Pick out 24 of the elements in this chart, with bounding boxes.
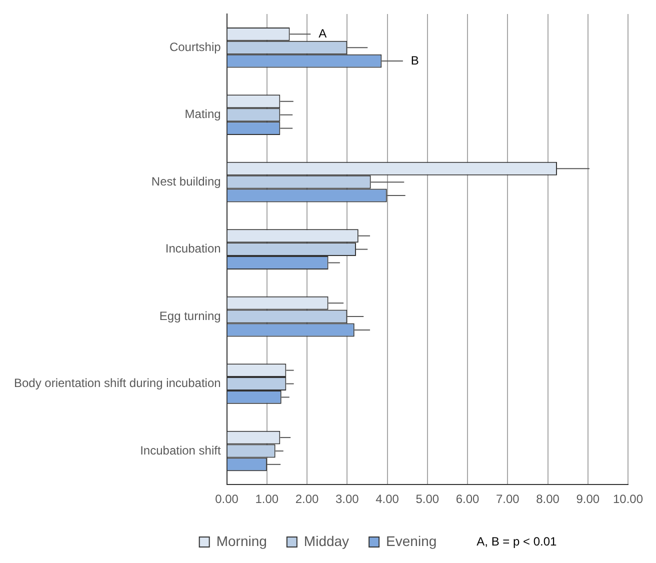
y-tick-label: Courtship (169, 40, 222, 54)
x-tick-label: 0.00 (215, 492, 239, 506)
x-tick-label: 1.00 (255, 492, 279, 506)
x-tick-label: 3.00 (335, 492, 360, 506)
y-tick-label: Egg turning (159, 308, 221, 323)
legend-label: Morning (216, 532, 267, 549)
x-tick-label: 2.00 (295, 492, 320, 506)
y-tick-label: Mating (184, 107, 221, 122)
legend-label: Evening (386, 532, 437, 549)
x-tick-label: 9.00 (576, 492, 600, 506)
y-tick-label: Nest building (151, 174, 221, 188)
x-tick-label: 6.00 (456, 492, 480, 506)
y-tick-label: Incubation shift (140, 443, 222, 458)
y-tick-label: Incubation (165, 242, 221, 256)
x-tick-label: 5.00 (416, 492, 440, 506)
x-tick-label: 8.00 (536, 492, 560, 506)
x-tick-label: 7.00 (496, 492, 520, 506)
y-tick-label: Body orientation shift during incubation (14, 376, 221, 390)
annotation: B (410, 53, 419, 68)
x-tick-label: 10.00 (612, 492, 644, 506)
text: A, B = p < 0.01 (476, 534, 558, 548)
annotation: A (318, 26, 327, 40)
legend-label: Midday (304, 532, 350, 549)
x-tick-label: 4.00 (376, 492, 400, 506)
